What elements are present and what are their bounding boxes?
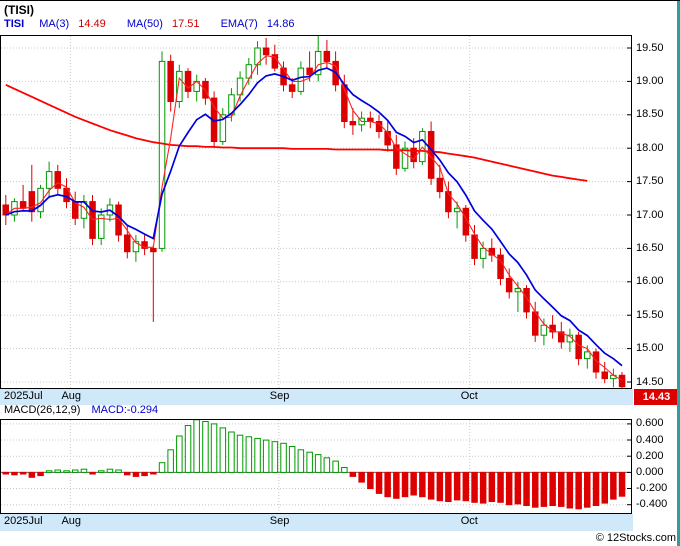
- indicator-header: TISI MA(3) 14.49 MA(50) 17.51 EMA(7) 14.…: [4, 18, 312, 30]
- macd-gridlines: [1, 420, 630, 513]
- axis-tick-label: 19.00: [636, 74, 664, 87]
- symbol-label: TISI: [4, 18, 25, 30]
- axis-tick-label: 0.600: [636, 417, 664, 430]
- ma50-line: [5, 83, 588, 182]
- ma3-value: 14.49: [78, 18, 106, 30]
- macd-bars: [2, 419, 626, 510]
- axis-tick-label: 0.000: [636, 465, 664, 478]
- macd-histogram-chart: [0, 419, 632, 514]
- axis-tick-label: 14.50: [636, 375, 664, 388]
- copyright-text: © 12Stocks.com: [595, 532, 676, 544]
- axis-tick-label: 0.200: [636, 449, 664, 462]
- x-axis-month-label: Aug: [61, 390, 82, 402]
- ma50-label: MA(50): [126, 18, 163, 30]
- ma3-label: MA(3): [39, 18, 70, 30]
- x-axis-band-bottom: 2025Jul Aug Sep Oct: [0, 514, 633, 531]
- x-axis-month-label: Sep: [269, 390, 290, 402]
- price-plot-frame: [0, 35, 632, 389]
- macd-header: MACD(26,12,9) MACD:-0.294: [4, 404, 158, 416]
- x-axis-month-label: Oct: [460, 390, 478, 402]
- price-candlestick-chart: [0, 35, 632, 389]
- macd-plot-frame: [0, 419, 632, 514]
- page-title: (TISI): [4, 3, 34, 17]
- axis-tick-label: 18.00: [636, 141, 664, 154]
- axis-tick-label: 15.50: [636, 308, 664, 321]
- axis-tick-label: 16.00: [636, 275, 664, 288]
- axis-tick-label: 18.50: [636, 108, 664, 121]
- axis-tick-label: 19.50: [636, 41, 664, 54]
- axis-tick-label: 17.50: [636, 175, 664, 188]
- macd-params-label: MACD(26,12,9): [4, 404, 81, 416]
- axis-tick-label: 17.00: [636, 208, 664, 221]
- axis-tick-label: 16.50: [636, 241, 664, 254]
- ma50-value: 17.51: [171, 18, 200, 30]
- ema7-line: [5, 67, 623, 367]
- copyright: © 12Stocks.com: [596, 532, 676, 544]
- x-axis-month-label: Aug: [61, 515, 82, 527]
- macd-value-label: MACD:-0.294: [91, 404, 159, 416]
- x-axis-month-label: 2025Jul: [4, 515, 43, 527]
- x-axis-month-label: Sep: [269, 515, 290, 527]
- axis-tick-label: 15.00: [636, 342, 664, 355]
- ema7-label: EMA(7): [220, 18, 258, 30]
- x-axis-month-label: 2025Jul: [4, 390, 43, 402]
- ma3-line: [5, 55, 623, 381]
- x-axis-band-top: 2025Jul Aug Sep Oct: [0, 389, 633, 405]
- axis-tick-label: 0.400: [636, 433, 664, 446]
- x-axis-month-label: Oct: [460, 515, 478, 527]
- right-edge-accent: [677, 1, 680, 546]
- ema7-value: 14.86: [266, 18, 295, 30]
- axis-tick-label: -0.200: [636, 482, 668, 494]
- axis-tick-label: -0.400: [636, 498, 668, 511]
- last-price-label: 14.43: [634, 389, 679, 405]
